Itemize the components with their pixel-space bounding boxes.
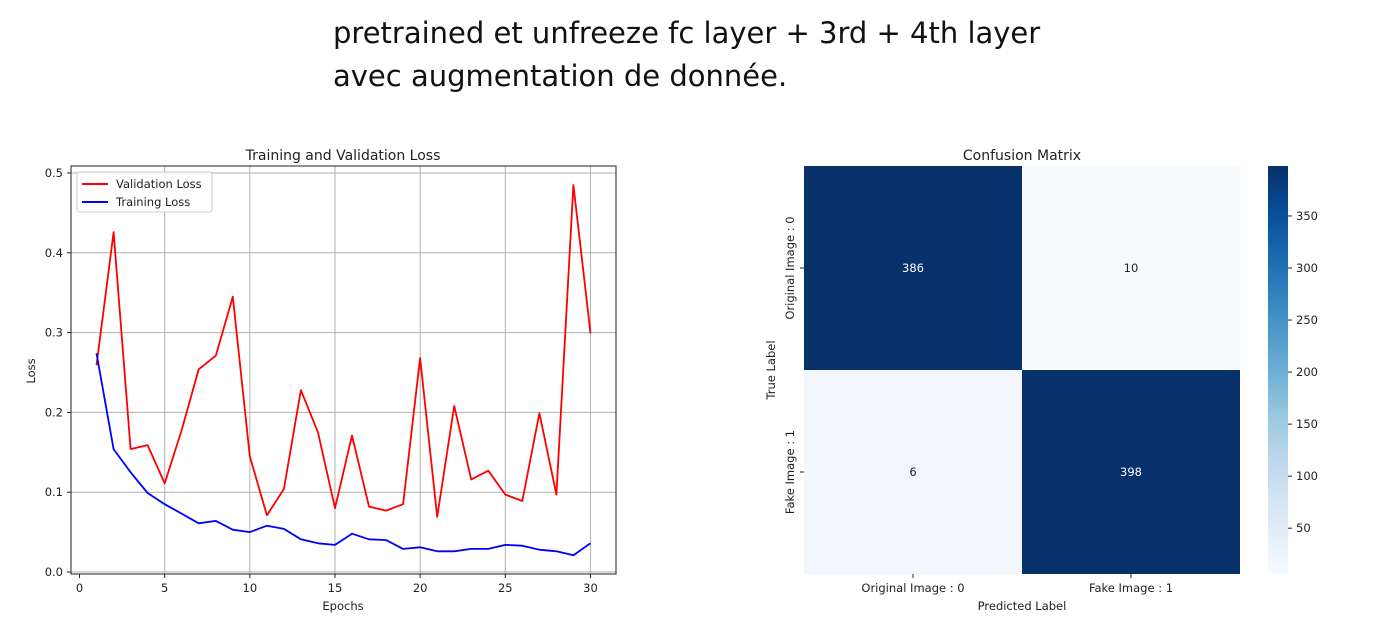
cm-colorbar-ticks: 50 100 150 200 250 300 350 [1288,209,1318,535]
loss-x-tick-label: 15 [328,581,343,595]
cm-value-0-1: 10 [1124,261,1139,275]
loss-x-tick-label: 10 [243,581,258,595]
loss-y-tick-label: 0.5 [45,166,63,180]
legend-training-label: Training Loss [115,195,190,209]
cm-colorbar [1268,166,1288,574]
cm-colorbar-tick-label: 250 [1296,313,1318,327]
cm-colorbar-tick-label: 50 [1296,521,1311,535]
legend-box [76,171,213,213]
cm-y-axis-label: True Label [764,340,778,400]
cm-cell-0-1 [1022,166,1240,370]
cm-y-tick-label-0: Original Image : 0 [783,216,797,319]
loss-x-tick-label: 0 [76,581,83,595]
heading-line-1: pretrained et unfreeze fc layer + 3rd + … [333,16,1041,50]
cm-title: Confusion Matrix [963,148,1081,164]
loss-y-tick-label: 0.2 [45,405,63,419]
cm-value-0-0: 386 [902,261,924,275]
cm-colorbar-tick-label: 350 [1296,209,1318,223]
loss-x-tick-label: 30 [583,581,598,595]
cm-colorbar-tick-label: 300 [1296,261,1318,275]
loss-x-tick-label: 25 [498,581,513,595]
cm-cell-1-1 [1022,370,1240,574]
loss-grid [71,166,616,574]
loss-y-tick-label: 0.4 [45,246,63,260]
cm-colorbar-tick-label: 150 [1296,417,1318,431]
cm-cell-1-0 [804,370,1022,574]
cm-x-tick-label-1: Fake Image : 1 [1089,581,1173,595]
cm-colorbar-tick-label: 100 [1296,469,1318,483]
legend-validation-label: Validation Loss [116,177,202,191]
loss-y-axis-label: Loss [24,358,38,383]
loss-x-tick-label: 20 [413,581,428,595]
heading-line-2: avec augmentation de donnée. [333,59,788,93]
loss-y-tick-label: 0.3 [45,326,63,340]
loss-ticks: 0 5 10 15 20 25 30 0.0 0.1 0.2 0.3 0.4 0.5 [45,166,598,595]
training-loss-line [95,353,592,557]
loss-y-tick-label: 0.0 [45,565,63,579]
loss-x-axis-label: Epochs [322,599,363,613]
loss-chart: Training and Validation Loss 0 5 10 15 20 25 3… [24,148,617,613]
loss-plot-frame [70,165,617,575]
page-heading: pretrained et unfreeze fc layer + 3rd + … [333,12,1040,98]
cm-value-1-0: 6 [909,465,916,479]
loss-legend: Validation Loss Training Loss [76,171,213,213]
validation-loss-line [95,184,592,518]
cm-colorbar-tick-label: 200 [1296,365,1318,379]
cm-x-tick-label-0: Original Image : 0 [861,581,964,595]
loss-x-tick-label: 5 [161,581,168,595]
cm-x-axis-label: Predicted Label [978,599,1067,613]
loss-chart-title: Training and Validation Loss [245,148,441,164]
loss-lines [95,184,592,557]
loss-y-tick-label: 0.1 [45,485,63,499]
cm-y-tick-label-1: Fake Image : 1 [783,430,797,514]
confusion-matrix: Confusion Matrix 386 10 6 398 Original I… [764,148,1318,613]
cm-cell-0-0 [804,166,1022,370]
cm-value-1-1: 398 [1120,465,1142,479]
